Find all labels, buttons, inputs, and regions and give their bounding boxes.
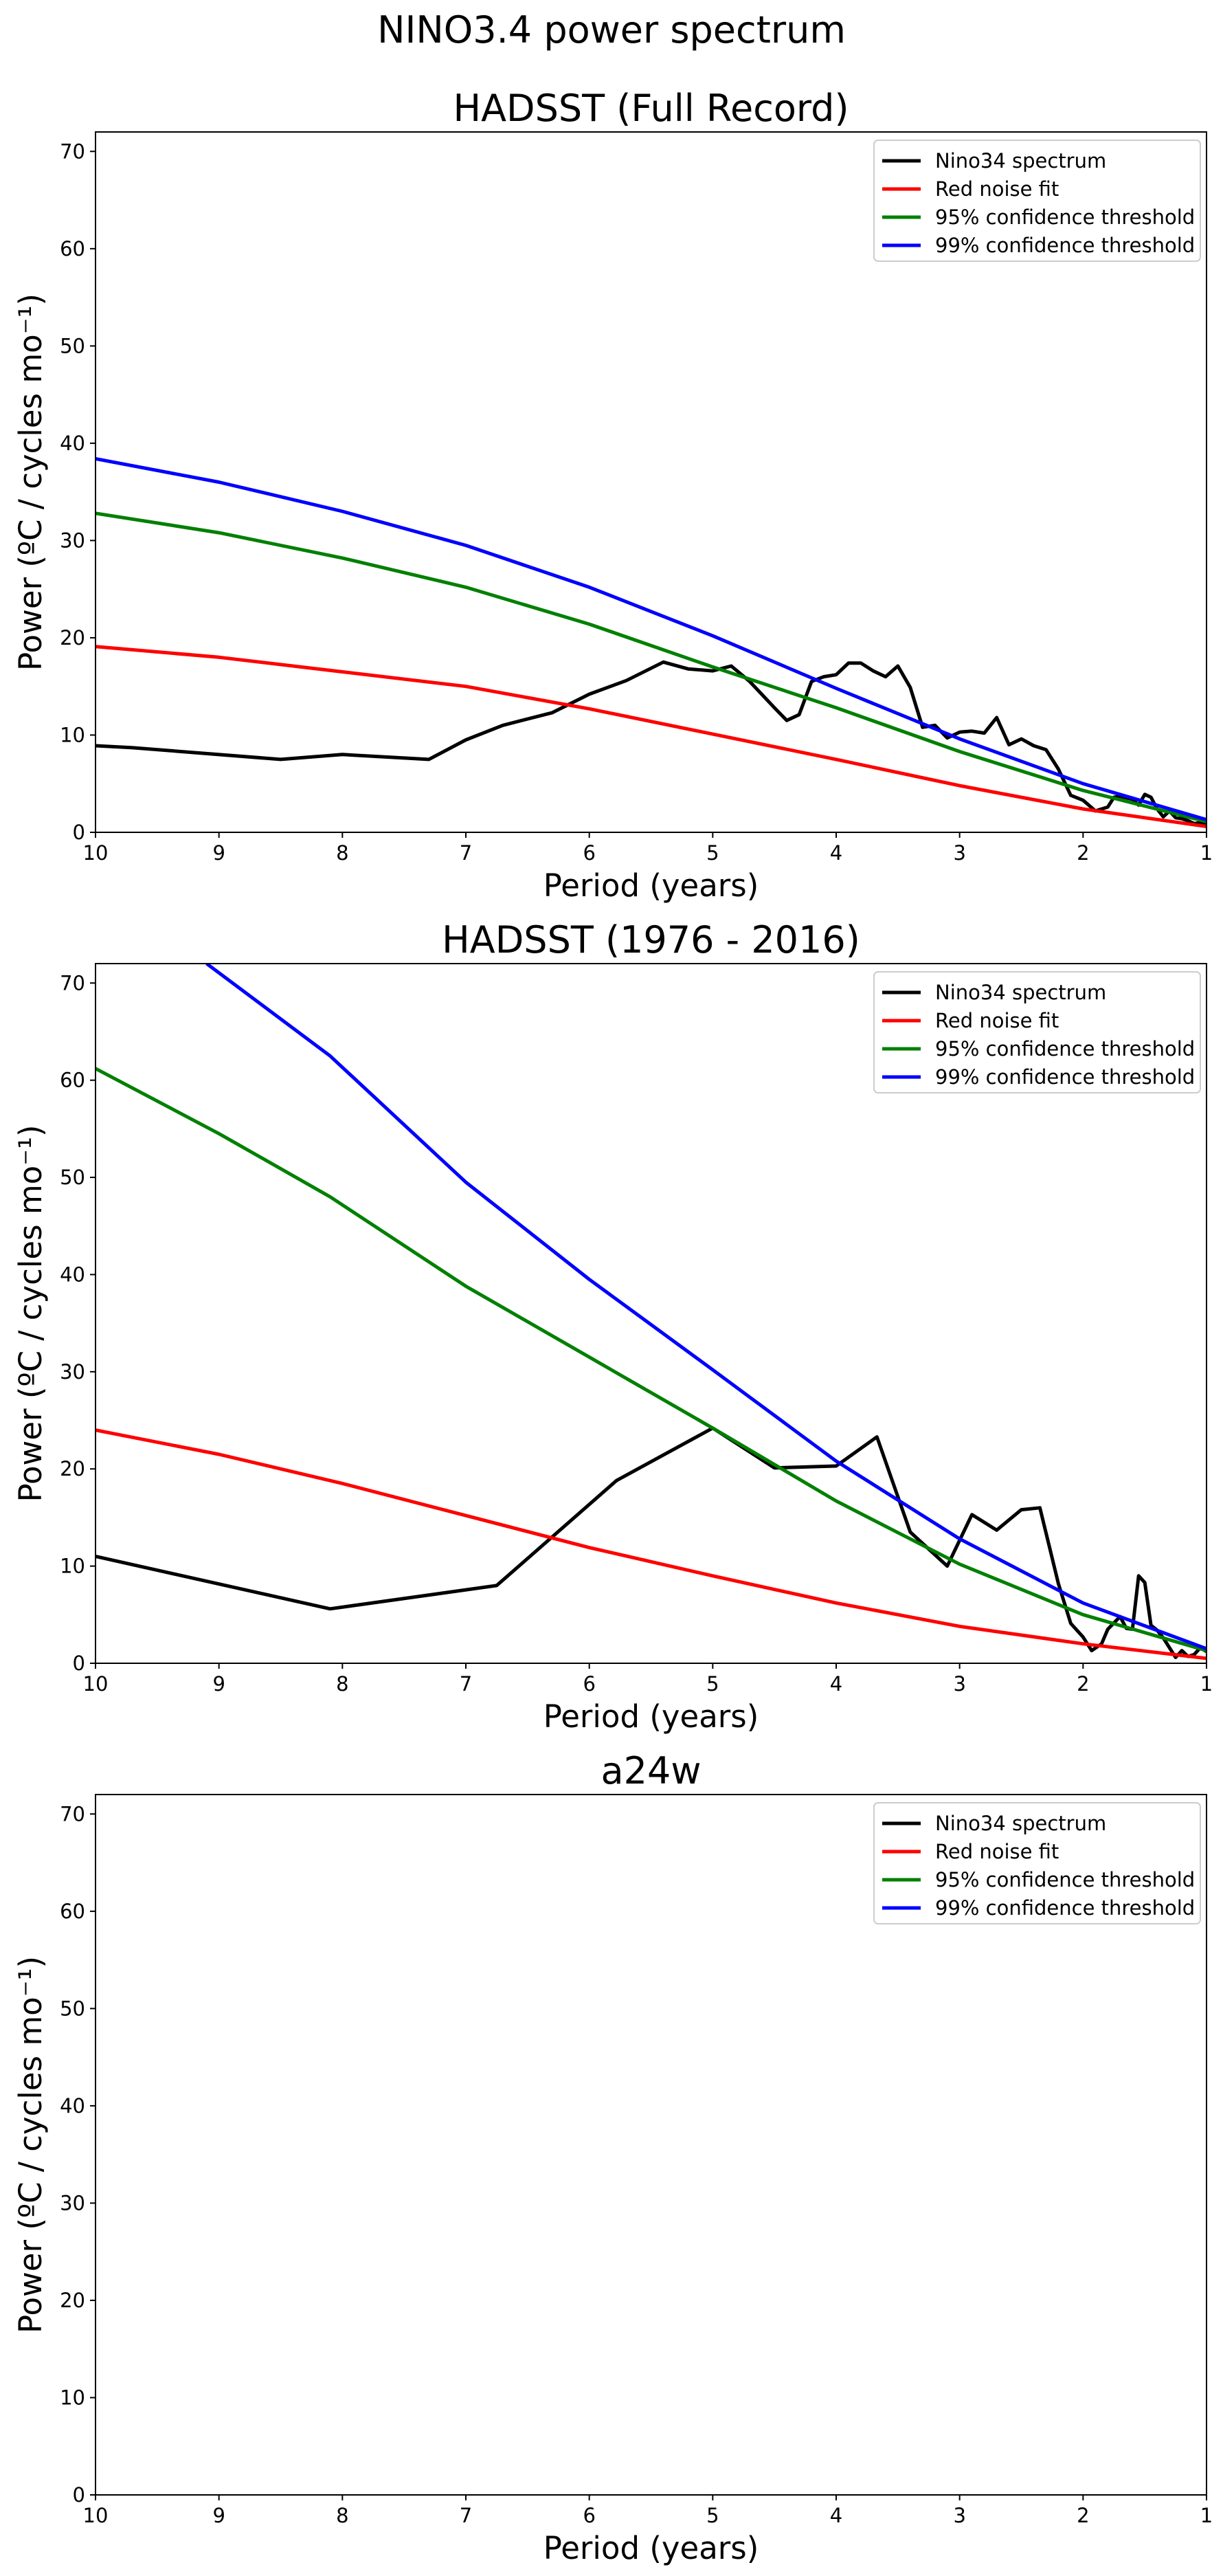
legend-label: Red noise fit xyxy=(935,1840,1059,1863)
legend-label: Nino34 spectrum xyxy=(935,149,1106,173)
y-tick-label: 40 xyxy=(60,2094,85,2118)
y-tick-label: 0 xyxy=(73,2483,85,2507)
legend-label: 95% confidence threshold xyxy=(935,1868,1195,1891)
y-tick-label: 20 xyxy=(60,2289,85,2312)
series-line-4 xyxy=(96,457,1207,822)
x-tick-label: 6 xyxy=(583,1672,595,1696)
series-line-4 xyxy=(205,964,1207,1651)
legend: Nino34 spectrum Red noise fit 95% confiden… xyxy=(873,971,1201,1093)
x-tick-label: 10 xyxy=(83,2504,109,2527)
x-tick-label: 5 xyxy=(706,2504,719,2527)
axes-frame xyxy=(95,131,1207,833)
x-axis-label: Period (years) xyxy=(543,867,759,904)
x-tick-label: 5 xyxy=(706,841,719,865)
panel-title: a24w xyxy=(601,1749,702,1792)
series-line-2 xyxy=(96,645,1207,828)
x-tick-label: 6 xyxy=(583,2504,595,2527)
x-tick-label: 8 xyxy=(336,841,348,865)
x-axis-label: Period (years) xyxy=(543,1698,759,1735)
axes-frame xyxy=(95,963,1207,1664)
x-tick-label: 6 xyxy=(583,841,595,865)
y-tick-label: 50 xyxy=(60,1166,85,1189)
y-tick-label: 30 xyxy=(60,2191,85,2214)
series-line-3 xyxy=(96,1067,1207,1653)
x-tick-label: 3 xyxy=(953,841,965,865)
legend-label: 95% confidence threshold xyxy=(935,206,1195,229)
legend-box xyxy=(873,1802,1201,1924)
y-tick-label: 10 xyxy=(60,1555,85,1578)
y-tick-label: 70 xyxy=(60,1802,85,1825)
x-axis-label: Period (years) xyxy=(543,2530,759,2566)
x-tick-label: 1 xyxy=(1200,1672,1213,1696)
y-tick-label: 0 xyxy=(73,1652,85,1675)
x-tick-label: 7 xyxy=(460,841,472,865)
x-tick-label: 10 xyxy=(83,841,109,865)
series-group xyxy=(96,457,1207,828)
x-tick-label: 7 xyxy=(460,2504,472,2527)
panel-title: HADSST (1976 - 2016) xyxy=(442,918,860,962)
x-tick-label: 1 xyxy=(1200,2504,1213,2527)
y-tick-label: 10 xyxy=(60,2386,85,2409)
y-tick-label: 60 xyxy=(60,1069,85,1092)
x-tick-label: 1 xyxy=(1200,841,1213,865)
x-tick-label: 9 xyxy=(212,2504,225,2527)
x-tick-label: 7 xyxy=(460,1672,472,1696)
y-tick-label: 70 xyxy=(60,971,85,995)
x-tick-label: 4 xyxy=(830,2504,842,2527)
x-tick-label: 3 xyxy=(953,1672,965,1696)
panel-title: HADSST (Full Record) xyxy=(453,87,849,130)
legend-box xyxy=(873,140,1201,262)
legend-label: 99% confidence threshold xyxy=(935,1065,1195,1089)
x-tick-label: 5 xyxy=(706,1672,719,1696)
y-tick-label: 20 xyxy=(60,1457,85,1480)
x-tick-label: 10 xyxy=(83,1672,109,1696)
legend: Nino34 spectrum Red noise fit 95% confiden… xyxy=(873,140,1201,262)
y-tick-label: 10 xyxy=(60,723,85,746)
series-line-2 xyxy=(96,1428,1207,1661)
series-group xyxy=(96,964,1207,1661)
x-tick-label: 4 xyxy=(830,1672,842,1696)
y-tick-label: 20 xyxy=(60,626,85,649)
y-tick-label: 0 xyxy=(73,821,85,844)
y-tick-label: 60 xyxy=(60,237,85,260)
x-tick-label: 8 xyxy=(336,1672,348,1696)
y-tick-label: 40 xyxy=(60,432,85,455)
legend-label: Nino34 spectrum xyxy=(935,1812,1106,1835)
legend-label: Red noise fit xyxy=(935,1009,1059,1032)
figure-suptitle: NINO3.4 power spectrum xyxy=(377,8,846,52)
x-tick-label: 4 xyxy=(830,841,842,865)
y-tick-label: 70 xyxy=(60,140,85,163)
legend-label: 95% confidence threshold xyxy=(935,1037,1195,1061)
legend-label: 99% confidence threshold xyxy=(935,1896,1195,1920)
y-tick-label: 60 xyxy=(60,1900,85,1923)
x-tick-label: 8 xyxy=(336,2504,348,2527)
legend-label: 99% confidence threshold xyxy=(935,234,1195,257)
x-tick-label: 2 xyxy=(1077,1672,1089,1696)
x-tick-label: 3 xyxy=(953,2504,965,2527)
series-line-1 xyxy=(96,1426,1207,1659)
series-line-3 xyxy=(96,511,1207,823)
x-tick-label: 2 xyxy=(1077,2504,1089,2527)
axes-frame xyxy=(95,1794,1207,2496)
x-tick-label: 2 xyxy=(1077,841,1089,865)
legend-label: Nino34 spectrum xyxy=(935,981,1106,1004)
y-axis-label: Power (ºC / cycles mo⁻¹) xyxy=(12,1124,49,1502)
x-tick-label: 9 xyxy=(212,841,225,865)
y-axis-label: Power (ºC / cycles mo⁻¹) xyxy=(12,1956,49,2333)
legend-label: Red noise fit xyxy=(935,177,1059,201)
y-tick-label: 50 xyxy=(60,334,85,357)
y-tick-label: 50 xyxy=(60,1997,85,2020)
y-tick-label: 30 xyxy=(60,1360,85,1384)
y-tick-label: 40 xyxy=(60,1263,85,1286)
legend: Nino34 spectrum Red noise fit 95% confiden… xyxy=(873,1802,1201,1924)
legend-box xyxy=(873,971,1201,1093)
x-tick-label: 9 xyxy=(212,1672,225,1696)
y-tick-label: 30 xyxy=(60,529,85,552)
y-axis-label: Power (ºC / cycles mo⁻¹) xyxy=(12,293,49,671)
